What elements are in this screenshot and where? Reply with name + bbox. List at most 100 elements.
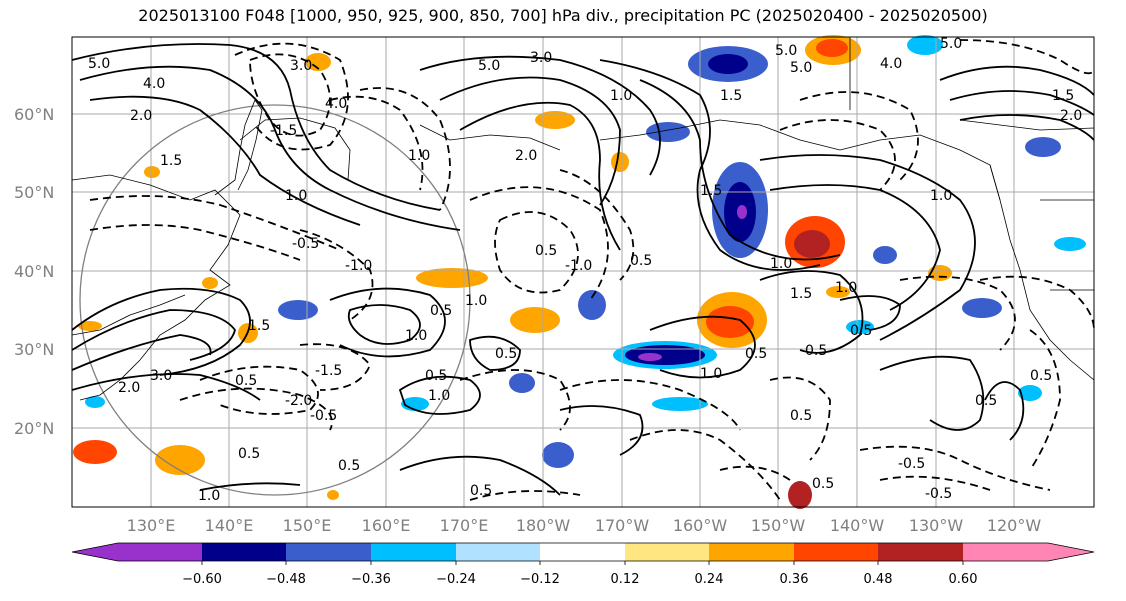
longitude-labels: 130°E 140°E 150°E 160°E 170°E 180°W 170°… bbox=[127, 516, 1042, 535]
lon-label: 170°W bbox=[595, 516, 650, 535]
colorbar-tick-label: −0.48 bbox=[266, 572, 306, 587]
contour-label: -0.5 bbox=[925, 486, 952, 502]
precip-patch-pos bbox=[535, 111, 575, 129]
contour-label: 1.0 bbox=[405, 328, 427, 344]
map-title: 2025013100 F048 [1000, 950, 925, 900, 85… bbox=[138, 6, 988, 25]
contour-label: 2.0 bbox=[515, 148, 537, 164]
contour-label: 0.5 bbox=[470, 483, 492, 499]
colorbar-segment bbox=[794, 543, 878, 561]
precip-patch-neg bbox=[85, 396, 105, 408]
colorbar-tick-label: 0.36 bbox=[780, 572, 809, 587]
contour-label: 5.0 bbox=[940, 36, 962, 52]
contour-label: 0.5 bbox=[238, 446, 260, 462]
contour-label: 0.5 bbox=[745, 346, 767, 362]
contour-label: 2.0 bbox=[118, 380, 140, 396]
contour-label: -1.5 bbox=[315, 363, 342, 379]
precip-patch-neg bbox=[708, 54, 748, 74]
precip-patch-pos bbox=[816, 39, 848, 57]
colorbar: −0.60 −0.48 −0.36 −0.24 −0.12 0.12 0.24 … bbox=[71, 542, 1095, 587]
contour-label: 0.5 bbox=[235, 373, 257, 389]
contour-label: -0.5 bbox=[898, 456, 925, 472]
contour-label: 3.0 bbox=[530, 50, 552, 66]
contour-label: 3.0 bbox=[150, 368, 172, 384]
contour-label: 0.5 bbox=[975, 393, 997, 409]
lon-label: 160°W bbox=[673, 516, 728, 535]
contour-label: 1.5 bbox=[248, 318, 270, 334]
lat-label: 40°N bbox=[14, 262, 54, 281]
contour-label: 1.0 bbox=[465, 293, 487, 309]
precip-patch-pos bbox=[202, 277, 218, 289]
contour-label: -1.0 bbox=[345, 258, 372, 274]
precip-patch-pos bbox=[305, 53, 331, 71]
contour-label: 0.5 bbox=[338, 458, 360, 474]
contour-label: 1.5 bbox=[720, 88, 742, 104]
precip-patch-neg bbox=[1025, 137, 1061, 157]
precip-patch-pos bbox=[706, 306, 754, 338]
lon-label: 130°E bbox=[127, 516, 176, 535]
precip-patch-neg bbox=[542, 442, 574, 468]
contour-label: 1.5 bbox=[160, 153, 182, 169]
precip-patch-neg bbox=[962, 298, 1002, 318]
contour-label: -1.5 bbox=[270, 123, 297, 139]
colorbar-tick-label: 0.12 bbox=[611, 572, 640, 587]
precip-patch-neg bbox=[509, 373, 535, 393]
lat-label: 60°N bbox=[14, 105, 54, 124]
precip-patch-pos bbox=[794, 230, 830, 258]
contour-label: 1.0 bbox=[198, 488, 220, 504]
lon-label: 150°E bbox=[283, 516, 332, 535]
contour-label: -0.5 bbox=[292, 236, 319, 252]
colorbar-segment bbox=[625, 543, 709, 561]
precip-patch-neg bbox=[625, 345, 705, 365]
colorbar-tick-label: 0.48 bbox=[864, 572, 893, 587]
colorbar-segment bbox=[963, 543, 1094, 561]
divergence-contours-positive bbox=[71, 43, 1095, 496]
contour-label: 1.0 bbox=[930, 188, 952, 204]
precip-patch-pos bbox=[826, 286, 850, 298]
lat-lon-grid bbox=[72, 37, 1094, 507]
contour-label: 2.0 bbox=[1060, 108, 1082, 124]
colorbar-segment bbox=[709, 543, 794, 561]
contour-label: 0.5 bbox=[812, 476, 834, 492]
colorbar-segment bbox=[371, 543, 456, 561]
colorbar-tick-label: 0.24 bbox=[695, 572, 724, 587]
contour-label: -2.0 bbox=[285, 393, 312, 409]
contour-label: 3.0 bbox=[290, 58, 312, 74]
lat-label: 30°N bbox=[14, 340, 54, 359]
map-background bbox=[72, 37, 1094, 507]
contour-label: 0.5 bbox=[630, 253, 652, 269]
lon-label: 160°E bbox=[362, 516, 411, 535]
colorbar-segment bbox=[202, 543, 286, 561]
precip-patch-neg bbox=[278, 300, 318, 320]
contour-label: 1.0 bbox=[835, 280, 857, 296]
precip-patch-neg bbox=[846, 320, 874, 334]
contour-label: 1.0 bbox=[285, 188, 307, 204]
precip-patch-neg bbox=[1054, 237, 1086, 251]
precip-patch-neg bbox=[907, 35, 943, 55]
lon-label: 170°E bbox=[440, 516, 489, 535]
contour-label: -1.0 bbox=[565, 258, 592, 274]
colorbar-tick-label: −0.60 bbox=[182, 572, 222, 587]
precip-patch-neg bbox=[873, 246, 897, 264]
lon-label: 150°W bbox=[751, 516, 806, 535]
colorbar-segment bbox=[456, 543, 540, 561]
colorbar-segment bbox=[540, 543, 625, 561]
contour-label: 5.0 bbox=[790, 60, 812, 76]
contour-label: 1.0 bbox=[428, 388, 450, 404]
latitude-labels: 60°N 50°N 40°N 30°N 20°N bbox=[14, 105, 54, 438]
contour-label: 1.5 bbox=[700, 183, 722, 199]
colorbar-tick-label: 0.60 bbox=[949, 572, 978, 587]
contour-label: 0.5 bbox=[805, 343, 827, 359]
contour-label: 5.0 bbox=[478, 58, 500, 74]
precip-patch-pos bbox=[788, 481, 812, 509]
colorbar-segment bbox=[286, 543, 371, 561]
precip-patch-pos bbox=[611, 152, 629, 172]
colorbar-segment bbox=[878, 543, 963, 561]
precip-patch-pos bbox=[155, 445, 205, 475]
divergence-contours-negative bbox=[89, 39, 1095, 501]
contour-label: 1.5 bbox=[790, 286, 812, 302]
precip-patch-neg bbox=[652, 397, 708, 411]
colorbar-tick-label: −0.12 bbox=[520, 572, 560, 587]
contour-label: 1.0 bbox=[610, 88, 632, 104]
contour-label: 0.5 bbox=[850, 323, 872, 339]
contour-label: 2.0 bbox=[130, 108, 152, 124]
